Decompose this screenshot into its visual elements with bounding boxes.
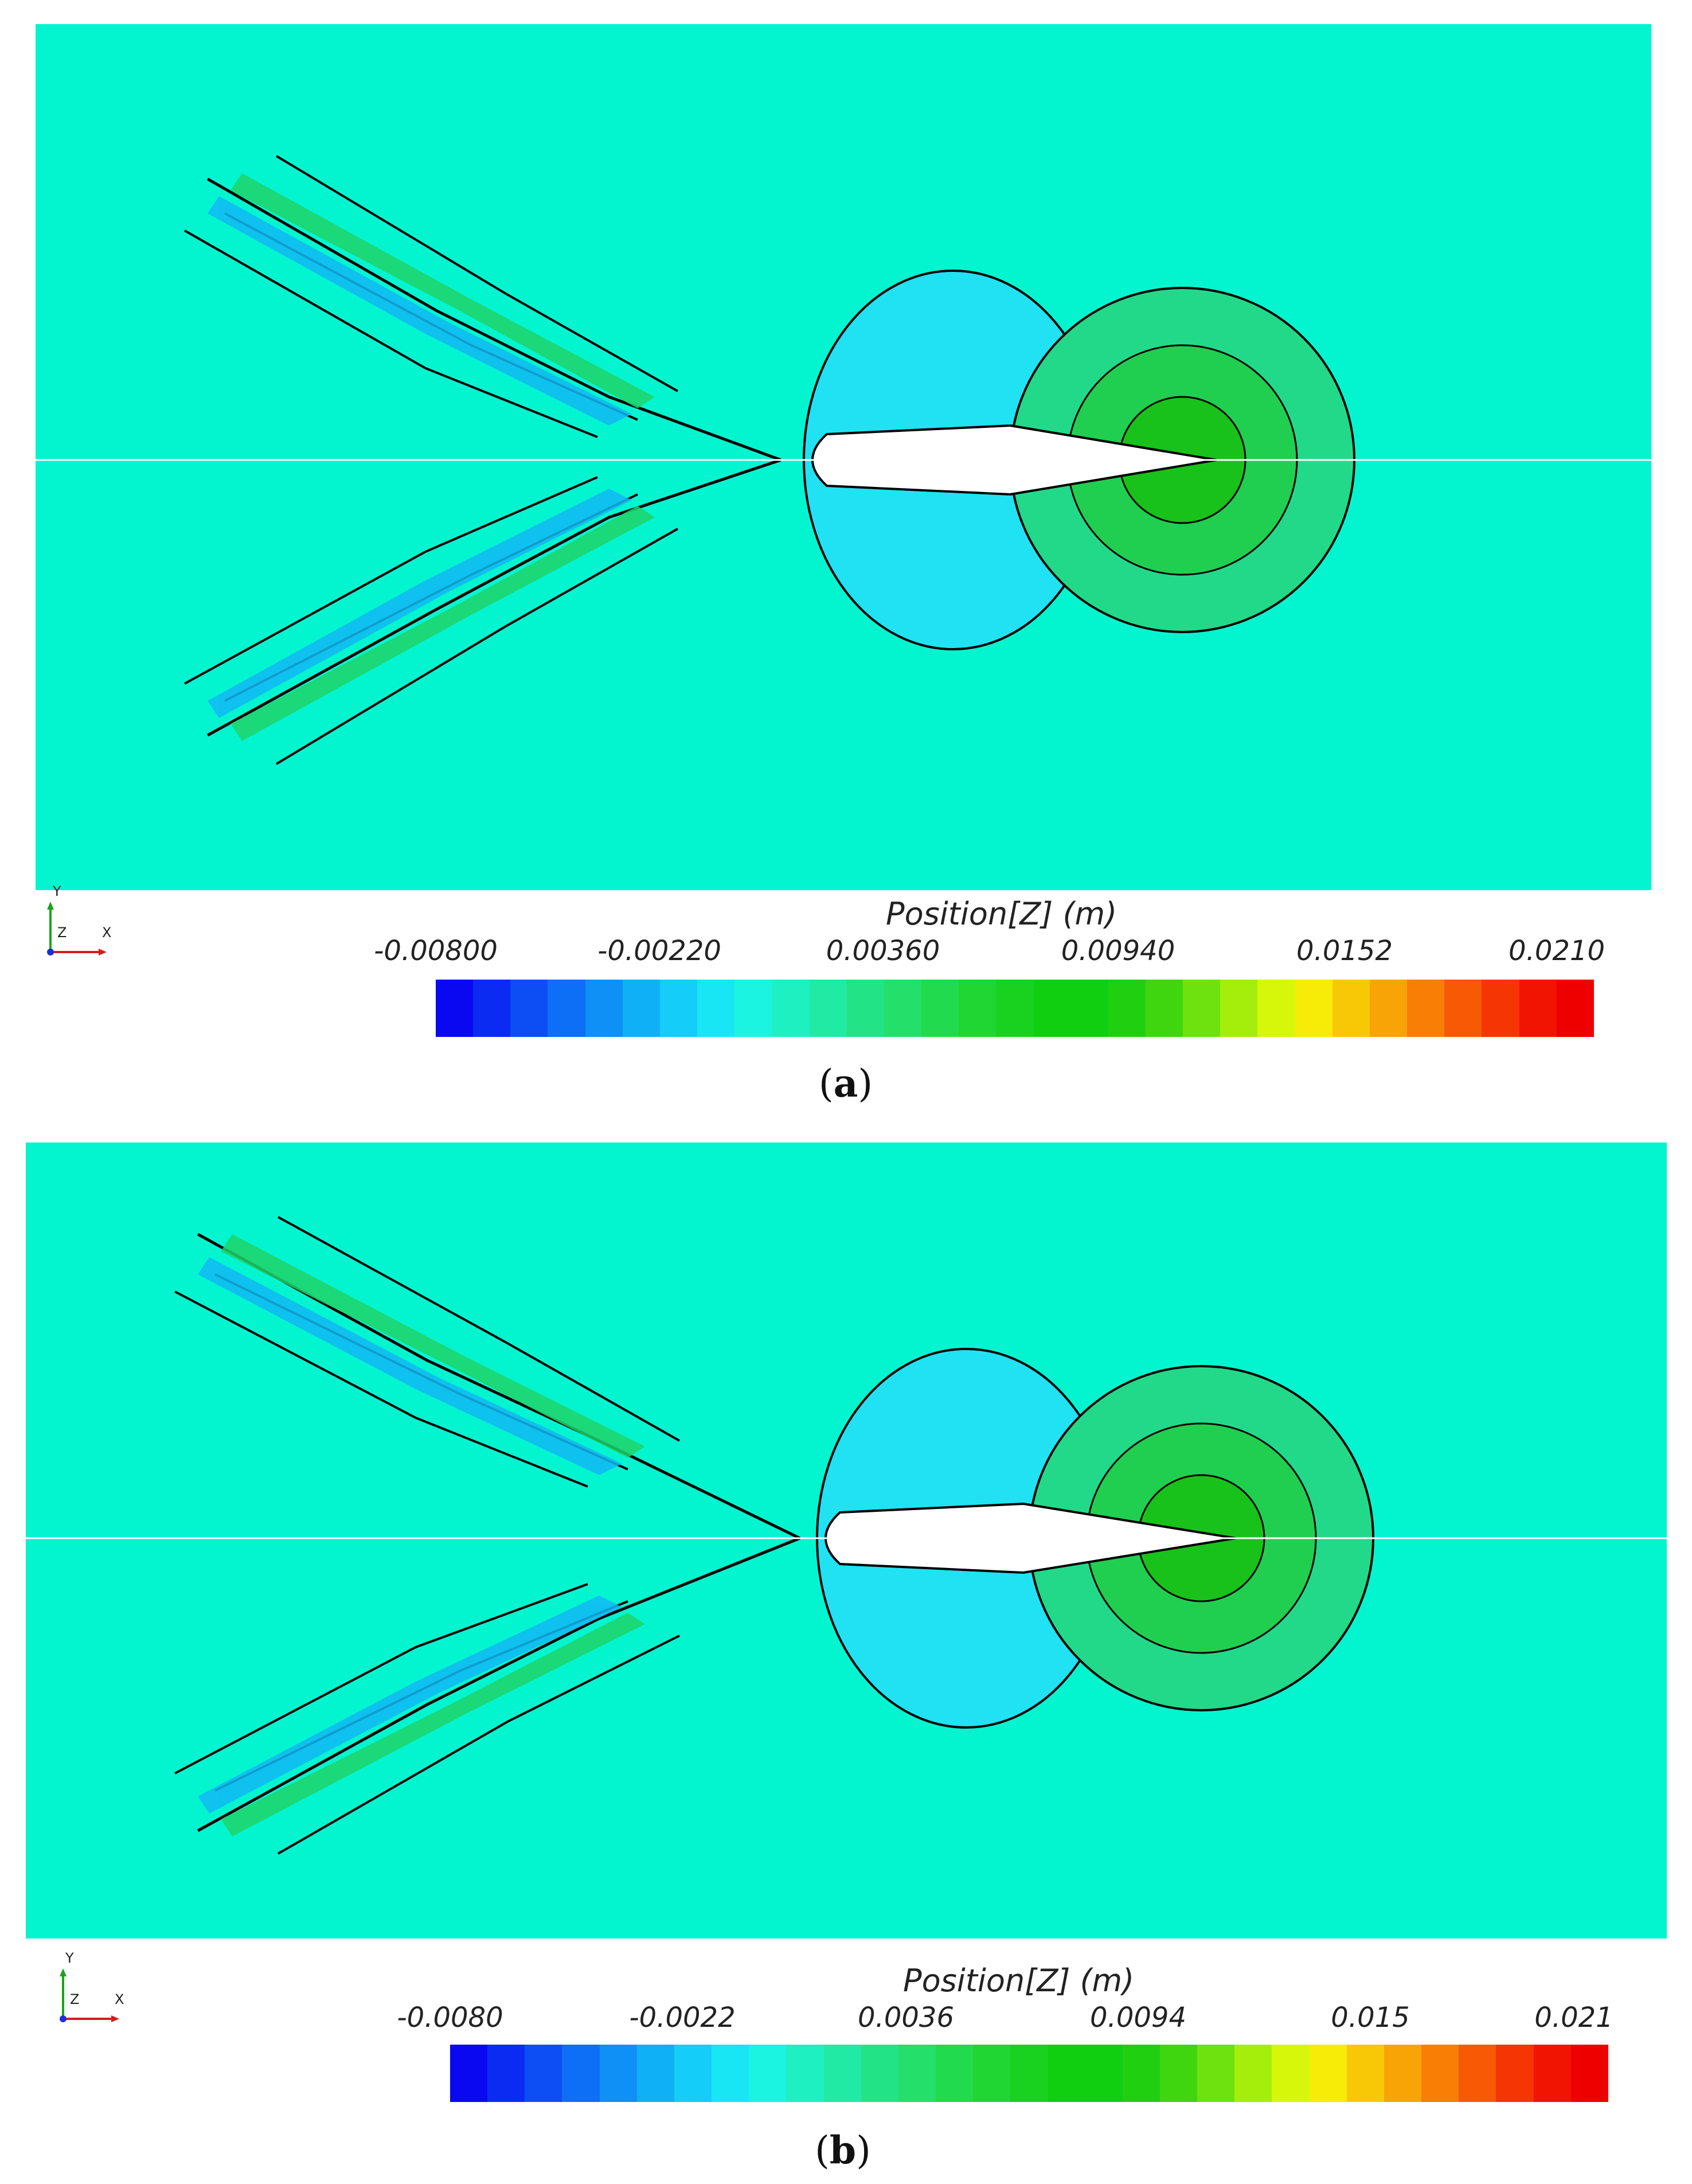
colorbar-segment bbox=[1519, 980, 1557, 1037]
colorbar-segment bbox=[734, 980, 772, 1037]
colorbar-a bbox=[436, 980, 1594, 1037]
colorbar-segment bbox=[936, 2045, 974, 2102]
colorbar-segment bbox=[659, 980, 698, 1037]
colorbar-segment bbox=[510, 980, 548, 1037]
contour-plot-b bbox=[26, 1142, 1667, 1939]
axis-z-label: Z bbox=[57, 925, 67, 941]
colorbar-segment bbox=[1482, 980, 1519, 1037]
colorbar-segment bbox=[786, 2045, 824, 2102]
axis-z-label: Z bbox=[70, 1991, 80, 2007]
colorbar-segment bbox=[1346, 2045, 1384, 2102]
colorbar-segment bbox=[548, 980, 585, 1037]
legend-tick: -0.00800 bbox=[374, 935, 498, 967]
colorbar-segment bbox=[1183, 980, 1221, 1037]
colorbar-segment bbox=[585, 980, 623, 1037]
colorbar-b bbox=[450, 2045, 1608, 2102]
legend-tick: 0.0036 bbox=[858, 2002, 954, 2034]
colorbar-segment bbox=[1421, 2045, 1459, 2102]
colorbar-segment bbox=[1220, 980, 1258, 1037]
colorbar-segment bbox=[809, 980, 847, 1037]
colorbar-segment bbox=[1048, 2045, 1085, 2102]
colorbar-segment bbox=[884, 980, 922, 1037]
legend-title-b: Position[Z] (m) bbox=[903, 1963, 1135, 1999]
legend-tick: 0.021 bbox=[1534, 2002, 1613, 2034]
colorbar-segment bbox=[525, 2045, 562, 2102]
colorbar-segment bbox=[697, 980, 735, 1037]
colorbar-segment bbox=[861, 2045, 898, 2102]
legend-tick: 0.00940 bbox=[1061, 935, 1175, 967]
wave-contours-b bbox=[26, 1216, 1667, 1855]
colorbar-segment bbox=[436, 980, 474, 1037]
colorbar-segment bbox=[846, 980, 884, 1037]
colorbar-segment bbox=[1033, 980, 1071, 1037]
axis-y-label: Y bbox=[53, 883, 61, 899]
legend-tick: 0.0210 bbox=[1509, 935, 1605, 967]
colorbar-segment bbox=[1108, 980, 1146, 1037]
colorbar-segment bbox=[674, 2045, 712, 2102]
colorbar-segment bbox=[1444, 980, 1482, 1037]
colorbar-segment bbox=[1070, 980, 1108, 1037]
colorbar-segment bbox=[487, 2045, 525, 2102]
legend-tick: 0.0094 bbox=[1090, 2002, 1186, 2034]
legend-tick: 0.00360 bbox=[826, 935, 940, 967]
legend-tick: -0.0080 bbox=[397, 2002, 503, 2034]
colorbar-segment bbox=[622, 980, 660, 1037]
colorbar-segment bbox=[1384, 2045, 1422, 2102]
panel-a: Y Z X Position[Z] (m) -0.00800 -0.00220 … bbox=[0, 0, 1692, 1106]
colorbar-segment bbox=[562, 2045, 600, 2102]
axes-triad-a: Y Z X bbox=[45, 883, 125, 975]
contour-plot-a bbox=[36, 24, 1651, 890]
wave-bands-a bbox=[208, 173, 655, 741]
colorbar-segment bbox=[1496, 2045, 1534, 2102]
wave-contours-a bbox=[36, 155, 1651, 765]
colorbar-segment bbox=[712, 2045, 749, 2102]
colorbar-segment bbox=[636, 2045, 674, 2102]
colorbar-segment bbox=[1295, 980, 1333, 1037]
legend-title-a: Position[Z] (m) bbox=[886, 896, 1117, 932]
colorbar-segment bbox=[450, 2045, 488, 2102]
colorbar-segment bbox=[1234, 2045, 1272, 2102]
legend-tick: -0.0022 bbox=[629, 2002, 736, 2034]
colorbar-segment bbox=[996, 980, 1034, 1037]
axis-x-label: X bbox=[115, 1991, 124, 2007]
axis-y-label: Y bbox=[65, 1950, 74, 1966]
caption-a: (a) bbox=[818, 1061, 873, 1106]
colorbar-segment bbox=[1272, 2045, 1310, 2102]
colorbar-segment bbox=[1407, 980, 1445, 1037]
legend-tick: 0.0152 bbox=[1296, 935, 1393, 967]
legend-tick: 0.015 bbox=[1331, 2002, 1410, 2034]
wave-bands-b bbox=[198, 1234, 645, 1836]
colorbar-segment bbox=[1556, 980, 1594, 1037]
colorbar-segment bbox=[1085, 2045, 1123, 2102]
colorbar-segment bbox=[599, 2045, 637, 2102]
legend-tick: -0.00220 bbox=[597, 935, 721, 967]
axis-x-label: X bbox=[102, 925, 112, 941]
colorbar-segment bbox=[1122, 2045, 1160, 2102]
colorbar-segment bbox=[1369, 980, 1408, 1037]
colorbar-segment bbox=[473, 980, 511, 1037]
colorbar-segment bbox=[1309, 2045, 1347, 2102]
colorbar-segment bbox=[1459, 2045, 1496, 2102]
colorbar-segment bbox=[898, 2045, 936, 2102]
colorbar-segment bbox=[1332, 980, 1370, 1037]
colorbar-segment bbox=[1533, 2045, 1571, 2102]
colorbar-segment bbox=[921, 980, 959, 1037]
colorbar-segment bbox=[1145, 980, 1183, 1037]
colorbar-segment bbox=[959, 980, 997, 1037]
colorbar-segment bbox=[1159, 2045, 1198, 2102]
panel-b: Y Z X Position[Z] (m) -0.0080 -0.0022 0.… bbox=[0, 1090, 1692, 2184]
colorbar-segment bbox=[1257, 980, 1295, 1037]
colorbar-segment bbox=[823, 2045, 861, 2102]
caption-b: (b) bbox=[815, 2128, 871, 2173]
colorbar-segment bbox=[1197, 2045, 1235, 2102]
colorbar-segment bbox=[772, 980, 810, 1037]
axes-triad-b: Y Z X bbox=[57, 1950, 138, 2042]
colorbar-segment bbox=[1010, 2045, 1048, 2102]
colorbar-segment bbox=[1570, 2045, 1608, 2102]
colorbar-segment bbox=[973, 2045, 1011, 2102]
colorbar-segment bbox=[749, 2045, 787, 2102]
